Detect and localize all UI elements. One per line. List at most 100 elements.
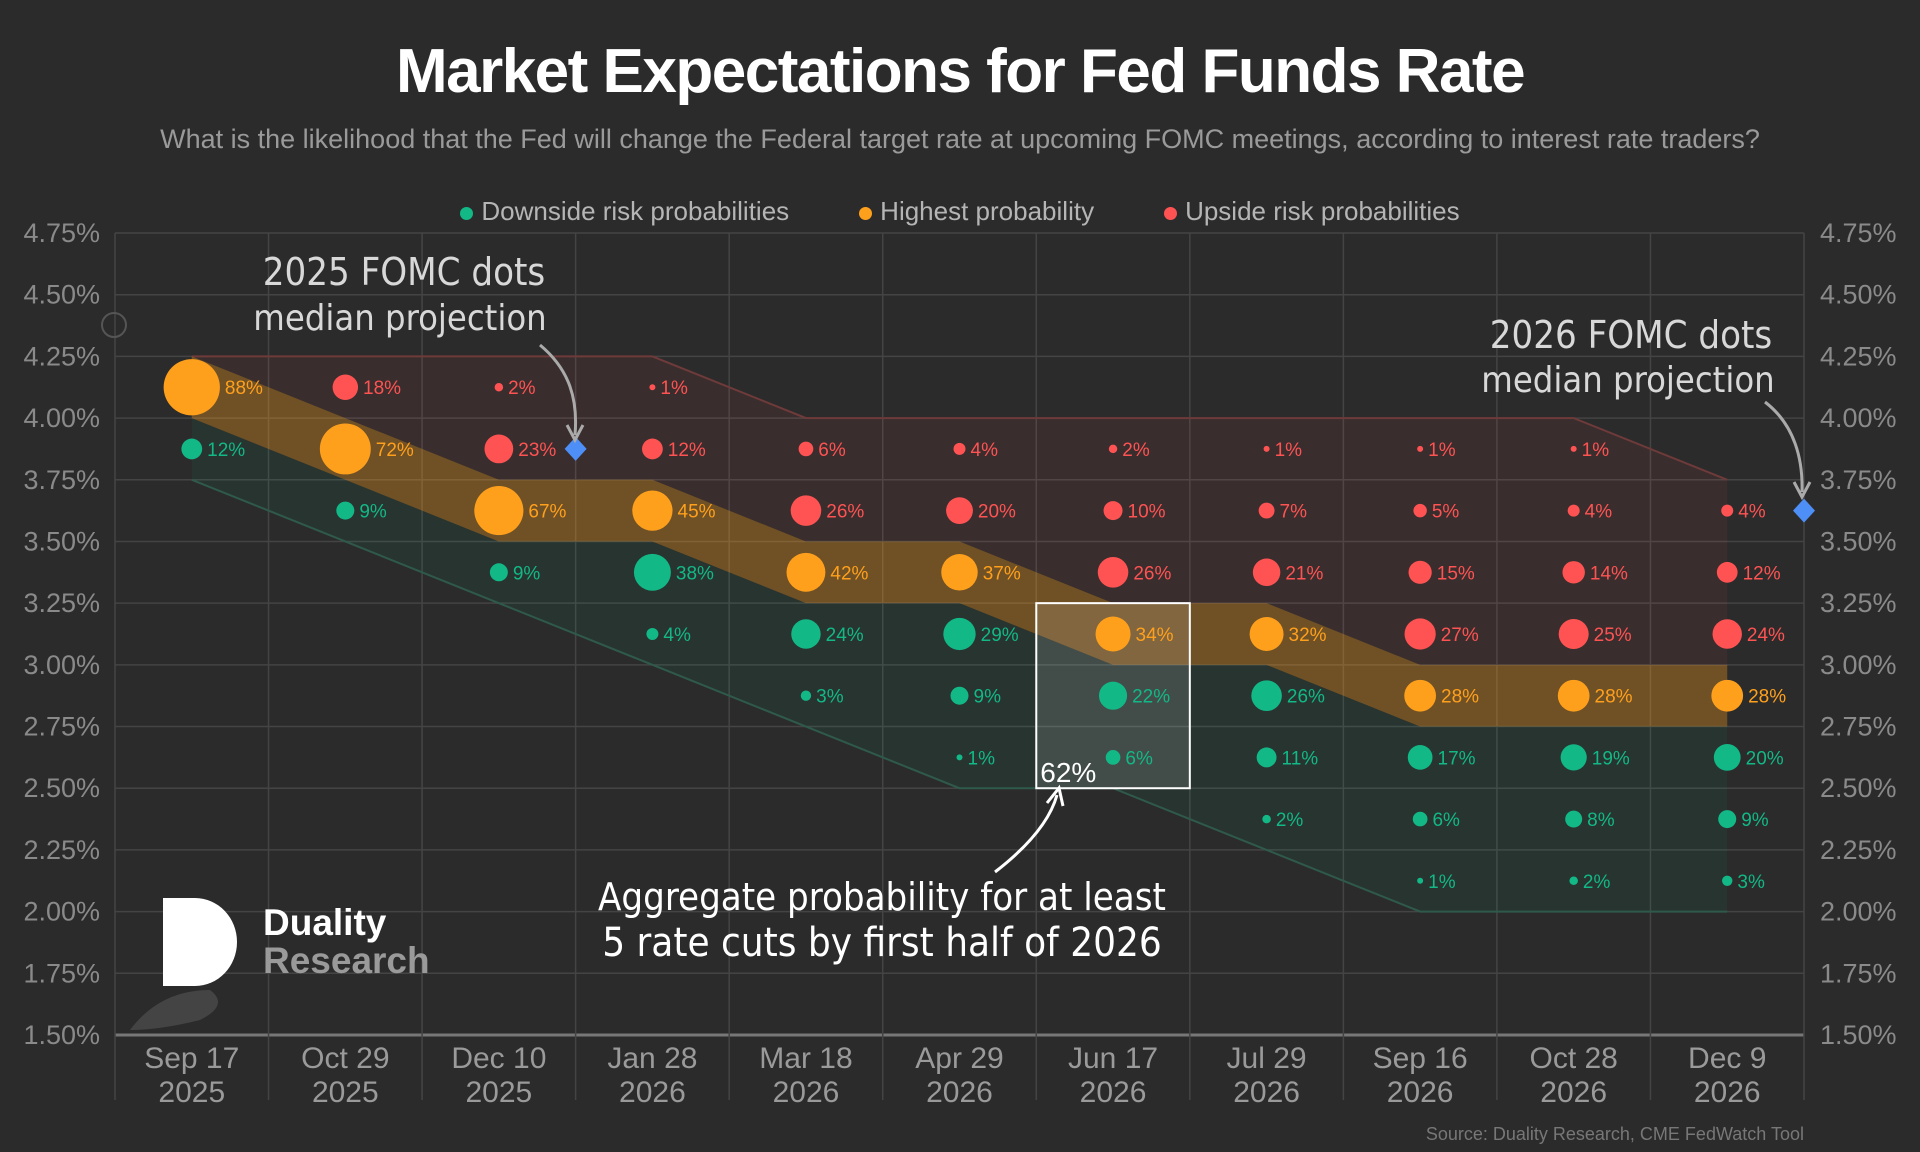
arrowhead-icon [1045, 784, 1065, 807]
y-tick-label-right: 2.00% [1820, 897, 1897, 927]
y-tick-label-left: 3.25% [23, 588, 100, 618]
probability-dot-up [1263, 445, 1270, 452]
source-note: Source: Duality Research, CME FedWatch T… [1425, 1124, 1804, 1144]
x-tick-label-date: Dec 10 [451, 1042, 546, 1075]
y-tick-label-left: 3.75% [23, 465, 100, 495]
probability-label: 29% [981, 625, 1019, 646]
duality-logo-icon [130, 898, 237, 1030]
probability-dot-up [798, 441, 814, 457]
x-tick-label-date: Mar 18 [759, 1042, 852, 1075]
x-tick-label-year: 2025 [158, 1076, 225, 1109]
probability-label: 24% [1747, 625, 1785, 646]
probability-dot-up [1567, 504, 1580, 517]
probability-label: 9% [513, 563, 541, 584]
logo-line1: Duality [263, 902, 387, 943]
probability-label: 7% [1280, 502, 1308, 523]
probability-label: 17% [1438, 748, 1476, 769]
probability-dot-down [1565, 810, 1583, 828]
probability-label: 1% [660, 378, 688, 399]
probability-label: 4% [663, 625, 691, 646]
highest-probability-band [191, 356, 1728, 727]
logo-line2: Research [263, 940, 430, 981]
probability-dot-up [790, 495, 822, 526]
y-tick-label-left: 4.50% [23, 280, 100, 310]
probability-label: 28% [1748, 687, 1786, 708]
probability-dot-down [1256, 747, 1277, 768]
probability-dot-down [646, 628, 659, 640]
probability-label: 3% [1737, 872, 1765, 893]
y-tick-label-left: 2.50% [23, 773, 100, 803]
probability-label: 1% [1582, 440, 1610, 461]
probability-label: 27% [1441, 625, 1479, 646]
probability-dot-up [1570, 445, 1577, 452]
probability-label: 6% [1125, 748, 1153, 769]
probability-dot-up [1108, 444, 1118, 454]
legend-label: Downside risk probabilities [481, 196, 790, 226]
probability-dot-up [1716, 561, 1738, 583]
probability-dot-up [1712, 619, 1742, 649]
probability-label: 9% [359, 502, 387, 523]
y-tick-label-right: 3.25% [1820, 588, 1897, 618]
x-tick-label-year: 2026 [1080, 1076, 1147, 1109]
probability-dot-up [1408, 560, 1432, 584]
probability-label: 4% [1585, 502, 1613, 523]
probability-label: 2% [1583, 872, 1611, 893]
probability-dot-down [336, 501, 355, 520]
y-tick-label-right: 2.25% [1820, 835, 1897, 865]
probability-dot-up [1721, 504, 1734, 517]
annotation-2025-fomc-line2: median projection [253, 298, 546, 339]
probability-dot-high [632, 490, 673, 531]
y-tick-label-left: 3.00% [23, 650, 100, 680]
x-tick-label-year: 2025 [465, 1076, 532, 1109]
aggregate-probability-label: 62% [1040, 757, 1096, 788]
probability-label: 37% [983, 563, 1021, 584]
x-tick-label-date: Dec 9 [1688, 1042, 1766, 1075]
x-tick-label-date: Oct 28 [1529, 1042, 1617, 1075]
probability-dot-up [1413, 503, 1427, 518]
y-tick-label-left: 4.25% [23, 341, 100, 371]
y-tick-label-right: 2.50% [1820, 773, 1897, 803]
probability-label: 72% [376, 440, 414, 461]
probability-dot-up [1404, 618, 1436, 650]
probability-label: 28% [1441, 687, 1479, 708]
probability-label: 24% [826, 625, 864, 646]
chart-subtitle: What is the likelihood that the Fed will… [160, 124, 1760, 154]
probability-label: 4% [1738, 502, 1766, 523]
annotation-arrow [994, 794, 1059, 874]
probability-dot-high [474, 486, 524, 536]
legend-label: Upside risk probabilities [1185, 196, 1460, 226]
probability-label: 26% [826, 502, 864, 523]
probability-dot-high [163, 359, 220, 416]
legend-dot-icon [859, 206, 873, 220]
chart-title: Market Expectations for Fed Funds Rate [395, 37, 1526, 106]
probability-dot-up [642, 438, 663, 460]
y-tick-label-left: 2.25% [23, 835, 100, 865]
probability-label: 38% [676, 563, 714, 584]
probability-label: 26% [1287, 687, 1325, 708]
y-tick-label-right: 3.00% [1820, 650, 1897, 680]
x-tick-label-year: 2026 [619, 1076, 686, 1109]
probability-dot-up [946, 497, 973, 525]
x-tick-label-date: Jan 28 [607, 1042, 697, 1075]
y-tick-label-right: 2.75% [1820, 712, 1897, 742]
probability-dot-up [1252, 558, 1281, 587]
probability-dot-down [1105, 750, 1121, 765]
probability-label: 32% [1289, 625, 1327, 646]
probability-label: 3% [816, 687, 844, 708]
annotation-2026-fomc-line2: median projection [1481, 360, 1774, 401]
y-tick-label-right: 4.00% [1820, 403, 1897, 433]
probability-dot-down [943, 617, 976, 651]
probability-label: 6% [1432, 810, 1460, 831]
probability-label: 9% [1741, 810, 1769, 831]
y-tick-label-left: 1.75% [23, 958, 100, 988]
probability-dot-down [633, 553, 671, 591]
probability-dot-down [950, 686, 969, 705]
probability-dot-up [1097, 557, 1129, 588]
probability-dot-down [1713, 743, 1741, 771]
probability-label: 25% [1594, 625, 1632, 646]
annotation-2025-fomc-line1: 2025 FOMC dots [263, 250, 545, 294]
probability-label: 1% [1428, 872, 1456, 893]
legend-item-highest: Highest probability [859, 196, 1094, 227]
probability-label: 14% [1590, 563, 1628, 584]
probability-label: 42% [830, 563, 868, 584]
